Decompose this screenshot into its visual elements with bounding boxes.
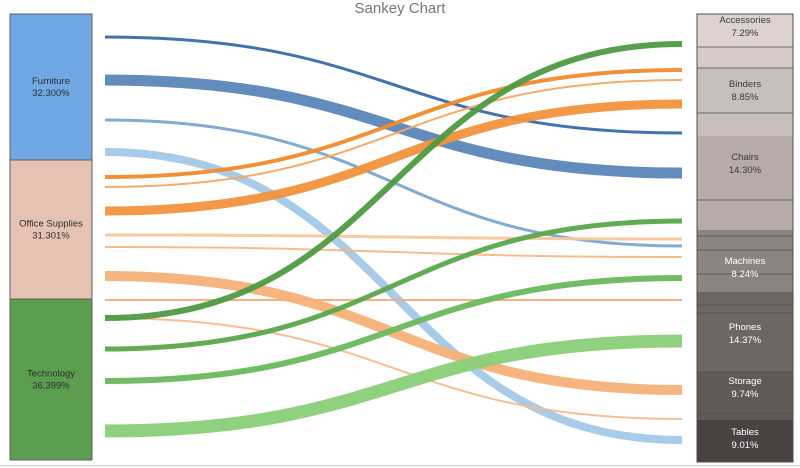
- target-node-gap: [697, 47, 793, 68]
- source-node-technology: [9, 298, 93, 461]
- link-office-supplies-to-storage: [104, 317, 683, 420]
- target-value-phones: 14.37%: [729, 335, 762, 346]
- chart-title: Sankey Chart: [354, 0, 446, 17]
- link-office-supplies-to-binders: [104, 79, 683, 188]
- target-nodes: Accessories 7.29% Binders 8.85% Chairs 14.30%…: [696, 13, 794, 463]
- source-value-technology: 36.399%: [32, 381, 70, 392]
- source-value-furniture: 32.300%: [32, 88, 70, 99]
- target-value-machines: 8.24%: [732, 269, 759, 280]
- target-node-machines: [697, 230, 793, 292]
- link-technology-to-storage: [104, 334, 683, 438]
- link-office-supplies-to-storage: [104, 271, 683, 395]
- target-value-chairs: 14.30%: [729, 165, 762, 176]
- source-node-furniture: [9, 13, 93, 161]
- target-value-storage: 9.74%: [732, 389, 759, 400]
- target-value-binders: 8.85%: [732, 92, 759, 103]
- target-label-binders: Binders: [729, 79, 761, 90]
- target-label-machines: Machines: [725, 256, 766, 267]
- target-label-storage: Storage: [728, 376, 761, 387]
- link-furniture-to-chairs: [104, 35, 683, 135]
- target-label-chairs: Chairs: [731, 152, 759, 163]
- source-node-office-supplies: [9, 159, 93, 300]
- source-label-technology: Technology: [27, 369, 75, 380]
- link-technology-to-machines: [104, 218, 683, 352]
- link-office-supplies-to-binders: [104, 68, 683, 179]
- target-label-phones: Phones: [729, 322, 761, 333]
- link-office-supplies-to-binders: [104, 99, 683, 216]
- target-column-border: [696, 13, 794, 463]
- target-node-accessories: [697, 14, 793, 47]
- link-furniture-to-tables: [104, 148, 683, 444]
- source-label-furniture: Furniture: [32, 76, 70, 87]
- source-label-office-supplies: Office Supplies: [19, 219, 83, 230]
- link-technology-to-accessories: [104, 41, 683, 321]
- target-node-tables: [697, 420, 793, 462]
- sankey-links: [104, 35, 683, 444]
- target-node-chairs: [697, 136, 793, 230]
- link-office-supplies-to-machines: [104, 233, 683, 241]
- source-value-office-supplies: 31.301%: [32, 231, 70, 242]
- link-office-supplies-to-machines: [104, 246, 683, 258]
- target-label-tables: Tables: [731, 427, 759, 438]
- link-furniture-to-chairs: [104, 74, 683, 179]
- bottom-divider: [0, 465, 800, 466]
- link-technology-to-phones: [104, 275, 683, 384]
- target-label-accessories: Accessories: [719, 15, 770, 26]
- target-node-storage: [697, 372, 793, 420]
- target-value-tables: 9.01%: [732, 440, 759, 451]
- target-value-accessories: 7.29%: [732, 28, 759, 39]
- target-node-binders: [697, 68, 793, 136]
